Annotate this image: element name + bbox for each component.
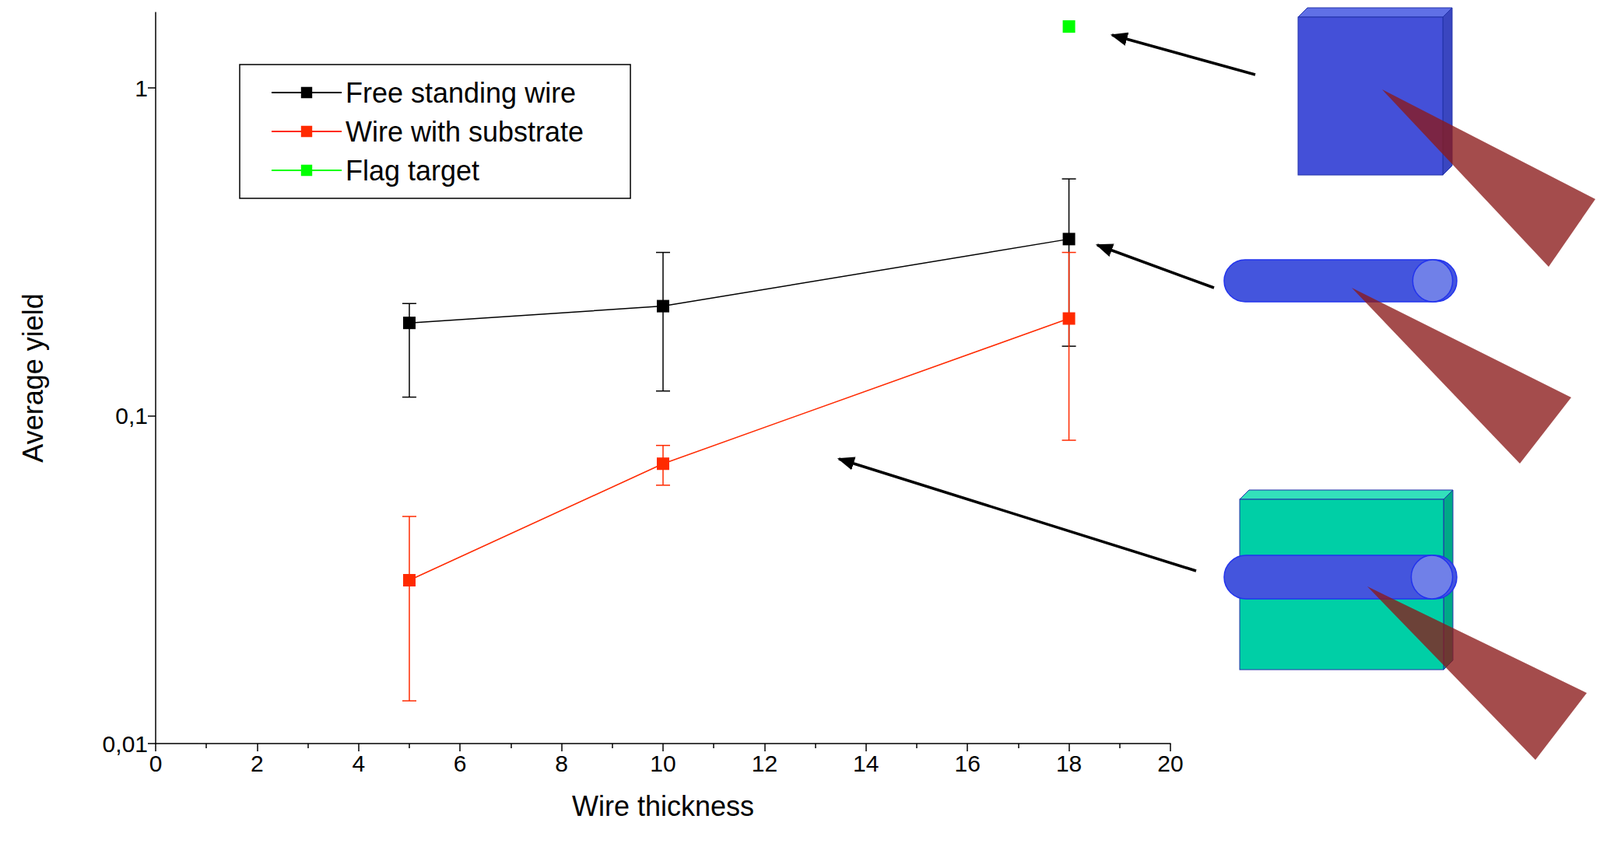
svg-text:10: 10 [649, 750, 676, 777]
svg-text:Wire with substrate: Wire with substrate [345, 115, 584, 148]
svg-text:12: 12 [751, 750, 778, 777]
svg-text:20: 20 [1157, 750, 1183, 777]
svg-text:18: 18 [1056, 750, 1082, 777]
svg-text:Wire thickness: Wire thickness [571, 790, 755, 823]
svg-text:Average yield: Average yield [17, 293, 50, 463]
svg-text:8: 8 [554, 750, 569, 777]
svg-text:1: 1 [134, 75, 148, 102]
svg-text:0,01: 0,01 [102, 731, 148, 758]
svg-text:Free standing wire: Free standing wire [345, 77, 576, 109]
svg-text:0: 0 [149, 750, 163, 777]
svg-text:6: 6 [453, 750, 467, 777]
svg-text:2: 2 [250, 750, 264, 777]
svg-text:0,1: 0,1 [115, 403, 148, 429]
svg-text:14: 14 [852, 750, 879, 777]
svg-text:16: 16 [954, 750, 981, 777]
svg-text:Flag target: Flag target [345, 154, 480, 187]
svg-text:4: 4 [351, 750, 365, 777]
